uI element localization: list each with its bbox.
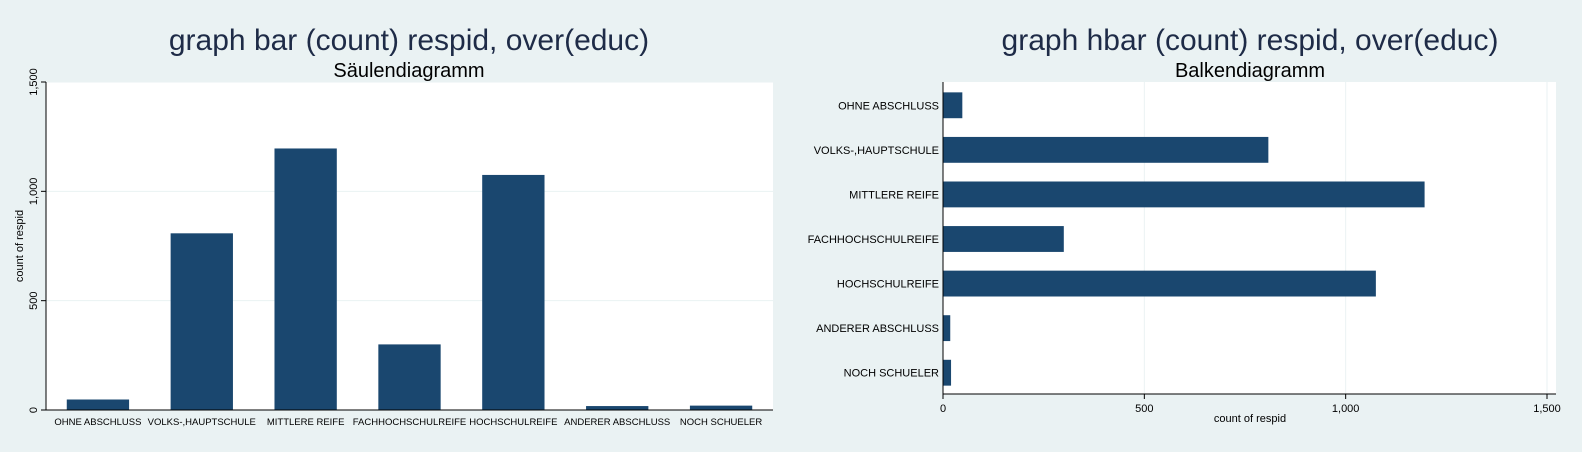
vbar-bar-noch-schueler bbox=[689, 405, 753, 410]
hbar-x-tick-label: 1,000 bbox=[1332, 403, 1360, 415]
vbar-category-label: FACHHOCHSCHULREIFE bbox=[353, 417, 467, 428]
vbar-bar-anderer-abschluss bbox=[586, 406, 649, 410]
vbar-title: graph bar (count) respid, over(educ) bbox=[169, 24, 649, 57]
vbar-category-labels: OHNE ABSCHLUSS VOLKS-,HAUPTSCHULE MITTLERE… bbox=[54, 417, 762, 428]
vbar-category-label: OHNE ABSCHLUSS bbox=[54, 417, 141, 428]
vbar-y-ticks: 0 500 1,000 1,500 bbox=[28, 68, 46, 413]
vbar-category-label: NOCH SCHUELER bbox=[680, 417, 762, 428]
hbar-category-label: FACHHOCHSCHULREIFE bbox=[808, 234, 939, 246]
hbar-category-label: NOCH SCHUELER bbox=[844, 368, 939, 380]
vbar-subtitle: Säulendiagramm bbox=[333, 60, 484, 82]
vbar-category-label: ANDERER ABSCHLUSS bbox=[564, 417, 670, 428]
hbar-category-label: ANDERER ABSCHLUSS bbox=[816, 323, 939, 335]
hbar-bar-hochschulreife bbox=[943, 270, 1376, 297]
vbar-gridlines bbox=[46, 81, 773, 302]
hbar-x-tick-label: 1,500 bbox=[1533, 403, 1561, 415]
hbar-category-label: MITTLERE REIFE bbox=[849, 189, 939, 201]
hbar-x-axis-label: count of respid bbox=[1214, 413, 1286, 425]
hbar-bar-ohne-abschluss bbox=[943, 92, 963, 119]
hbar-subtitle: Balkendiagramm bbox=[1175, 60, 1325, 82]
vbar-y-tick-label: 0 bbox=[28, 407, 40, 413]
hbar-category-labels: OHNE ABSCHLUSS VOLKS-,HAUPTSCHULE MITTLERE… bbox=[808, 100, 939, 379]
hbar-x-tick-label: 0 bbox=[940, 403, 946, 415]
vbar-bar-fachhochschulreife bbox=[378, 344, 441, 410]
vbar-bar-volks-hauptschule bbox=[170, 233, 233, 410]
vertical-bar-chart: graph bar (count) respid, over(educ) Säu… bbox=[14, 24, 773, 428]
hbar-category-label: OHNE ABSCHLUSS bbox=[838, 100, 939, 112]
vbar-bar-mittlere-reife bbox=[274, 148, 337, 410]
vbar-y-tick-label: 1,000 bbox=[28, 178, 40, 206]
vbar-y-tick-label: 500 bbox=[28, 291, 40, 309]
hbar-x-ticks: 0 500 1,000 1,500 bbox=[940, 394, 1561, 415]
vbar-bar-ohne-abschluss bbox=[66, 399, 130, 410]
vbar-category-label: HOCHSCHULREIFE bbox=[469, 417, 557, 428]
hbar-bar-fachhochschulreife bbox=[943, 226, 1064, 252]
vbar-category-label: VOLKS-,HAUPTSCHULE bbox=[148, 417, 256, 428]
horizontal-bar-chart: graph hbar (count) respid, over(educ) Ba… bbox=[808, 24, 1561, 425]
hbar-category-label: VOLKS-,HAUPTSCHULE bbox=[814, 145, 939, 157]
hbar-bar-volks-hauptschule bbox=[943, 136, 1269, 163]
hbar-bar-mittlere-reife bbox=[943, 181, 1425, 208]
hbar-gridlines bbox=[1143, 82, 1548, 394]
vbar-bars bbox=[66, 148, 753, 410]
vbar-y-tick-label: 1,500 bbox=[28, 68, 40, 96]
hbar-bar-anderer-abschluss bbox=[943, 315, 951, 342]
hbar-bars bbox=[943, 92, 1425, 386]
hbar-x-tick-label: 500 bbox=[1135, 403, 1153, 415]
hbar-bar-noch-schueler bbox=[943, 359, 952, 386]
vbar-bar-hochschulreife bbox=[482, 174, 545, 410]
hbar-category-label: HOCHSCHULREIFE bbox=[837, 279, 939, 291]
hbar-title: graph hbar (count) respid, over(educ) bbox=[1002, 24, 1499, 57]
vbar-y-axis-label: count of respid bbox=[14, 210, 26, 282]
vbar-category-label: MITTLERE REIFE bbox=[267, 417, 345, 428]
